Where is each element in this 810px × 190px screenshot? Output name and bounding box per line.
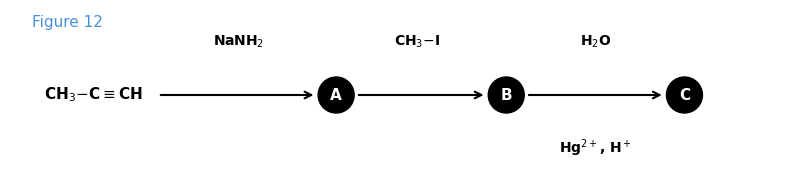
Text: NaNH$_2$: NaNH$_2$ (213, 34, 265, 50)
Ellipse shape (318, 77, 354, 113)
Text: C: C (679, 88, 690, 102)
Text: A: A (330, 88, 342, 102)
Text: CH$_3$$-$I: CH$_3$$-$I (394, 34, 440, 50)
Text: Hg$^{2+}$, H$^+$: Hg$^{2+}$, H$^+$ (559, 137, 632, 159)
Text: CH$_3$$-$C$\equiv$CH: CH$_3$$-$C$\equiv$CH (44, 86, 143, 104)
Ellipse shape (488, 77, 524, 113)
Text: Figure 12: Figure 12 (32, 15, 104, 30)
Text: B: B (501, 88, 512, 102)
Text: H$_2$O: H$_2$O (580, 34, 611, 50)
Ellipse shape (667, 77, 702, 113)
